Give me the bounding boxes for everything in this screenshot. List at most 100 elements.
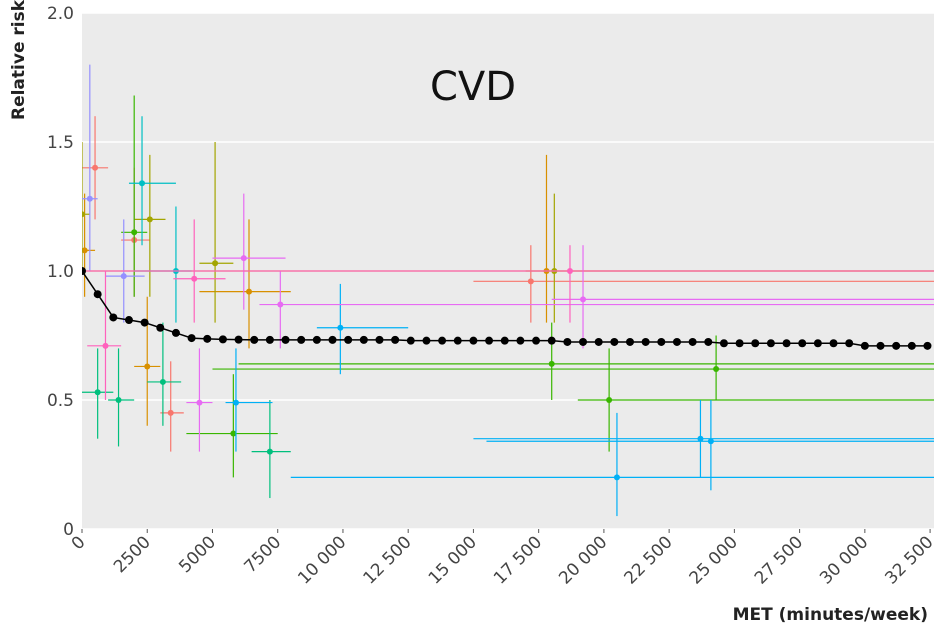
dose-response-point xyxy=(672,337,681,346)
x-tick-label: 22 500 xyxy=(620,532,676,588)
dose-response-point xyxy=(625,337,634,346)
point xyxy=(82,211,85,218)
dose-response-point xyxy=(719,339,728,348)
dose-response-point xyxy=(547,336,556,345)
chart-title: CVD xyxy=(430,64,516,110)
point xyxy=(232,399,239,406)
x-axis-label: MET (minutes/week) xyxy=(733,605,928,625)
dose-response-point xyxy=(516,336,525,345)
y-tick-label: 1.0 xyxy=(47,262,74,282)
x-tick-label: 17 500 xyxy=(490,532,546,588)
point xyxy=(266,448,273,455)
dose-response-point xyxy=(453,336,462,345)
x-tick-label: 0 xyxy=(68,532,90,554)
dose-response-point xyxy=(171,328,180,337)
dose-response-point xyxy=(798,339,807,348)
dose-response-point xyxy=(422,336,431,345)
point xyxy=(212,260,219,267)
dose-response-point xyxy=(344,335,353,344)
point xyxy=(191,275,198,282)
point xyxy=(139,180,146,187)
dose-response-point xyxy=(156,323,165,332)
dose-response-point xyxy=(265,335,274,344)
point xyxy=(548,360,555,367)
dose-response-point xyxy=(829,339,838,348)
dose-response-point xyxy=(500,336,509,345)
dose-response-point xyxy=(485,336,494,345)
dose-response-point xyxy=(892,341,901,350)
dose-response-point xyxy=(876,341,885,350)
dose-response-point xyxy=(860,341,869,350)
point xyxy=(337,324,344,331)
x-tick-label: 20 000 xyxy=(555,532,611,588)
x-tick-label: 2500 xyxy=(110,532,155,577)
dose-response-point xyxy=(359,335,368,344)
point xyxy=(606,397,613,403)
dose-response-point xyxy=(641,337,650,346)
x-tick-label: 30 000 xyxy=(816,532,872,588)
dose-response-point xyxy=(532,336,541,345)
dose-response-point xyxy=(688,337,697,346)
point xyxy=(82,247,88,254)
point xyxy=(120,273,127,280)
point xyxy=(566,268,573,274)
point xyxy=(230,430,237,437)
dose-response-point xyxy=(782,339,791,348)
dose-response-point xyxy=(735,339,744,348)
point xyxy=(613,474,620,481)
dose-response-point xyxy=(281,335,290,344)
point xyxy=(144,363,151,370)
point xyxy=(102,342,109,349)
dose-response-point xyxy=(391,335,400,344)
dose-response-point xyxy=(766,339,775,348)
dose-response-point xyxy=(93,290,102,299)
y-tick-label: 0.5 xyxy=(47,391,74,411)
point xyxy=(196,399,203,406)
x-tick-label: 10 000 xyxy=(294,532,350,588)
x-tick-label: 12 500 xyxy=(360,532,416,588)
dose-response-point xyxy=(704,337,713,346)
dose-response-point xyxy=(813,339,822,348)
point xyxy=(131,229,138,236)
dose-response-point xyxy=(328,335,337,344)
dose-response-point xyxy=(923,341,932,350)
point xyxy=(146,216,153,223)
point xyxy=(713,366,720,373)
point xyxy=(159,378,166,385)
x-tick-label: 7500 xyxy=(241,532,286,577)
dose-response-point xyxy=(234,335,243,344)
x-tick-label: 5000 xyxy=(175,532,220,577)
dose-response-point xyxy=(375,335,384,344)
y-tick-label: 0 xyxy=(63,520,74,540)
dose-response-point xyxy=(312,335,321,344)
point xyxy=(527,278,534,285)
y-axis-label: Relative risk xyxy=(9,0,29,120)
dose-response-point xyxy=(82,267,86,275)
dose-response-point xyxy=(594,337,603,346)
y-tick-label: 1.5 xyxy=(47,133,74,153)
dose-response-point xyxy=(563,337,572,346)
point xyxy=(115,397,122,403)
point xyxy=(697,435,704,442)
x-tick-label: 25 000 xyxy=(686,532,742,588)
point xyxy=(94,389,101,396)
point xyxy=(707,438,714,445)
point xyxy=(167,409,174,416)
dose-response-point xyxy=(610,337,619,346)
dose-response-point xyxy=(203,334,212,343)
y-tick-label: 2.0 xyxy=(47,4,74,24)
x-tick-label: 15 000 xyxy=(425,532,481,588)
dose-response-point xyxy=(140,318,149,327)
dose-response-point xyxy=(579,337,588,346)
dose-response-point xyxy=(109,313,118,322)
dose-response-point xyxy=(907,341,916,350)
dose-response-point xyxy=(297,335,306,344)
x-tick-label: 27 500 xyxy=(751,532,807,588)
point xyxy=(86,195,93,202)
dose-response-point xyxy=(469,336,478,345)
dose-response-point xyxy=(438,336,447,345)
dose-response-point xyxy=(657,337,666,346)
point xyxy=(92,164,99,171)
data-layer xyxy=(82,64,934,517)
